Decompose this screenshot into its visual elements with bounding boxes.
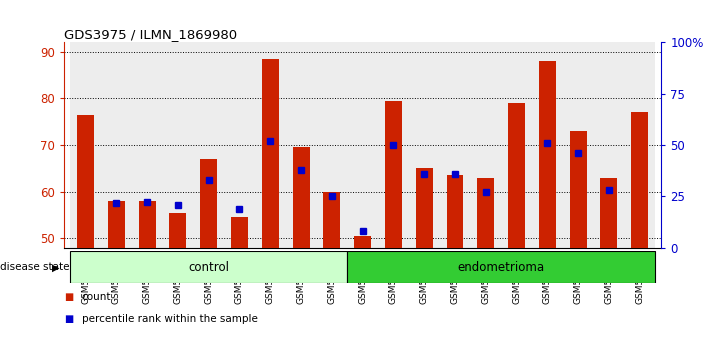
Bar <box>631 113 648 248</box>
Bar <box>108 201 125 248</box>
Bar <box>416 169 433 248</box>
Bar <box>385 101 402 248</box>
Bar <box>347 251 655 283</box>
Text: ▶: ▶ <box>52 262 60 272</box>
Text: ■: ■ <box>64 292 73 302</box>
Bar <box>316 42 347 248</box>
Bar <box>70 42 101 248</box>
Bar <box>139 201 156 248</box>
Bar <box>624 42 655 248</box>
Bar <box>132 42 163 248</box>
Bar <box>447 176 464 248</box>
Bar <box>77 115 94 248</box>
Bar <box>286 42 316 248</box>
Text: count: count <box>82 292 111 302</box>
Text: ■: ■ <box>64 314 73 324</box>
Bar <box>231 217 248 248</box>
Bar <box>477 178 494 248</box>
Bar <box>562 42 594 248</box>
Bar <box>570 131 587 248</box>
Bar <box>324 192 341 248</box>
Bar <box>101 42 132 248</box>
Bar <box>539 61 556 248</box>
Text: percentile rank within the sample: percentile rank within the sample <box>82 314 257 324</box>
Text: endometrioma: endometrioma <box>458 261 545 274</box>
Bar <box>347 42 378 248</box>
Bar <box>409 42 439 248</box>
Bar <box>378 42 409 248</box>
Bar <box>255 42 286 248</box>
Bar <box>600 178 617 248</box>
Text: control: control <box>188 261 229 274</box>
Bar <box>532 42 562 248</box>
Bar <box>471 42 501 248</box>
Bar <box>224 42 255 248</box>
Bar <box>439 42 471 248</box>
Text: disease state: disease state <box>0 262 70 272</box>
Bar <box>193 42 224 248</box>
Bar <box>508 103 525 248</box>
Bar <box>594 42 624 248</box>
Bar <box>163 42 193 248</box>
Bar <box>70 251 347 283</box>
Bar <box>201 159 217 248</box>
Bar <box>262 59 279 248</box>
Bar <box>501 42 532 248</box>
Text: GDS3975 / ILMN_1869980: GDS3975 / ILMN_1869980 <box>64 28 237 41</box>
Bar <box>169 213 186 248</box>
Bar <box>354 236 371 248</box>
Bar <box>292 148 309 248</box>
